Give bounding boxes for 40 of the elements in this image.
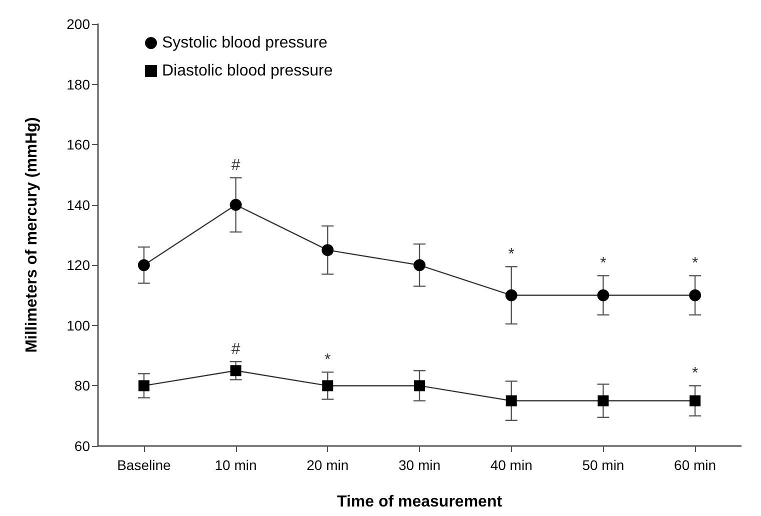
y-tick-label: 80 — [74, 378, 90, 394]
y-tick-label: 200 — [66, 16, 90, 32]
point — [597, 289, 610, 302]
point — [690, 395, 701, 406]
y-tick-label: 60 — [74, 438, 90, 454]
annotation: # — [231, 157, 240, 174]
annotation: * — [692, 255, 698, 272]
point — [138, 259, 150, 272]
x-tick-label: Baseline — [117, 457, 171, 473]
legend-label: Diastolic blood pressure — [162, 62, 333, 80]
x-tick-label: 20 min — [306, 457, 349, 473]
annotation: * — [508, 246, 514, 264]
y-axis-title: Millimeters of mercury (mmHg) — [24, 117, 40, 353]
x-tick-label: 30 min — [398, 457, 441, 473]
y-tick-label: 100 — [66, 317, 90, 334]
annotation: # — [231, 341, 240, 358]
point — [598, 395, 609, 406]
annotation: * — [600, 255, 606, 272]
y-tick-label: 160 — [66, 136, 90, 153]
point — [230, 365, 242, 376]
point — [414, 259, 426, 272]
annotation: * — [692, 365, 698, 382]
x-tick-label: 10 min — [214, 457, 257, 473]
point — [689, 289, 702, 302]
point — [230, 198, 242, 211]
y-tick-label: 140 — [66, 196, 90, 213]
point — [322, 244, 334, 256]
point — [322, 380, 334, 392]
x-tick-label: 50 min — [582, 457, 624, 473]
x-tick-label: 60 min — [674, 457, 716, 473]
point — [414, 380, 425, 392]
y-tick-label: 120 — [66, 257, 90, 274]
point — [506, 395, 517, 406]
annotation: * — [324, 352, 331, 369]
x-tick-label: 40 min — [490, 457, 532, 473]
point — [138, 380, 150, 392]
legend-label: Systolic blood pressure — [162, 34, 328, 52]
point — [505, 289, 518, 302]
x-axis-title: Time of measurement — [336, 494, 503, 510]
y-tick-label: 180 — [66, 76, 90, 92]
